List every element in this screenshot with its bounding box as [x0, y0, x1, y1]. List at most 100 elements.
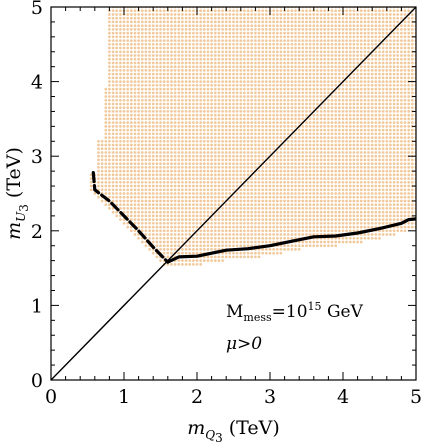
allowed-point — [119, 69, 122, 72]
allowed-point — [192, 9, 195, 13]
allowed-point — [210, 147, 213, 151]
allowed-point — [221, 35, 224, 39]
allowed-point — [275, 39, 279, 42]
allowed-point — [370, 143, 374, 147]
allowed-point — [100, 180, 104, 184]
allowed-point — [119, 46, 122, 50]
allowed-point — [254, 39, 257, 42]
allowed-point — [181, 57, 184, 61]
allowed-point — [330, 20, 334, 24]
allowed-point — [115, 20, 119, 24]
allowed-point — [221, 110, 224, 113]
allowed-point — [286, 76, 290, 80]
allowed-point — [235, 16, 239, 20]
allowed-point — [254, 69, 257, 72]
allowed-point — [192, 13, 195, 16]
allowed-point — [250, 35, 254, 39]
allowed-point — [206, 136, 210, 139]
allowed-point — [184, 195, 188, 199]
allowed-point — [232, 207, 235, 210]
allowed-point — [119, 192, 122, 195]
allowed-point — [286, 106, 290, 110]
allowed-point — [279, 121, 283, 124]
allowed-point — [140, 210, 144, 214]
allowed-point — [104, 113, 108, 117]
allowed-point — [213, 31, 217, 35]
allowed-point — [239, 139, 243, 143]
allowed-point — [286, 125, 290, 128]
allowed-point — [279, 139, 283, 143]
allowed-point — [254, 214, 257, 218]
allowed-point — [301, 76, 305, 80]
allowed-point — [297, 214, 301, 218]
allowed-point — [159, 117, 162, 121]
allowed-point — [129, 31, 133, 35]
allowed-point — [206, 76, 210, 80]
allowed-point — [294, 98, 297, 102]
allowed-point — [228, 173, 232, 177]
allowed-point — [370, 173, 374, 177]
allowed-point — [108, 106, 111, 110]
allowed-point — [111, 169, 115, 173]
allowed-point — [264, 251, 268, 255]
allowed-point — [213, 173, 217, 177]
allowed-point — [363, 236, 367, 240]
allowed-point — [337, 128, 341, 132]
allowed-point — [334, 83, 338, 87]
allowed-point — [356, 76, 359, 80]
allowed-point — [217, 98, 221, 102]
allowed-point — [137, 102, 140, 106]
allowed-point — [316, 199, 319, 203]
allowed-point — [184, 259, 188, 262]
allowed-point — [374, 69, 378, 72]
allowed-point — [341, 139, 345, 143]
allowed-point — [279, 214, 283, 218]
allowed-point — [308, 65, 312, 69]
allowed-point — [327, 166, 330, 169]
allowed-point — [356, 46, 359, 50]
allowed-point — [374, 154, 378, 158]
allowed-point — [297, 173, 301, 177]
allowed-point — [184, 39, 188, 42]
allowed-point — [213, 69, 217, 72]
allowed-point — [352, 128, 356, 132]
allowed-point — [115, 132, 119, 136]
allowed-point — [151, 69, 155, 72]
allowed-point — [210, 16, 213, 20]
allowed-point — [170, 121, 173, 124]
allowed-point — [283, 61, 286, 65]
allowed-point — [301, 151, 305, 154]
allowed-point — [348, 188, 352, 192]
allowed-point — [316, 91, 319, 95]
allowed-point — [305, 214, 308, 218]
allowed-point — [140, 158, 144, 162]
allowed-point — [111, 139, 115, 143]
allowed-point — [243, 13, 246, 16]
allowed-point — [137, 203, 140, 207]
allowed-point — [129, 61, 133, 65]
allowed-point — [257, 98, 261, 102]
allowed-point — [327, 98, 330, 102]
allowed-point — [137, 54, 140, 57]
allowed-point — [159, 203, 162, 207]
allowed-point — [144, 39, 148, 42]
allowed-point — [312, 147, 316, 151]
allowed-point — [181, 16, 184, 20]
allowed-point — [140, 9, 144, 13]
allowed-point — [122, 117, 126, 121]
allowed-point — [224, 180, 228, 184]
allowed-point — [308, 240, 312, 244]
allowed-point — [111, 54, 115, 57]
allowed-point — [334, 162, 338, 166]
allowed-point — [239, 236, 243, 240]
allowed-point — [199, 13, 203, 16]
allowed-point — [367, 110, 370, 113]
allowed-point — [228, 188, 232, 192]
allowed-point — [356, 69, 359, 72]
allowed-point — [148, 147, 151, 151]
allowed-point — [334, 177, 338, 180]
allowed-point — [140, 35, 144, 39]
allowed-point — [308, 83, 312, 87]
allowed-point — [279, 199, 283, 203]
allowed-point — [155, 214, 159, 218]
